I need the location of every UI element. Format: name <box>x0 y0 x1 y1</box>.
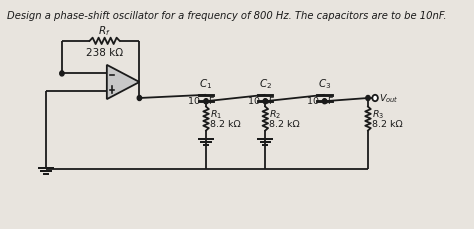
Circle shape <box>263 99 267 104</box>
Text: 10 nF: 10 nF <box>247 96 274 105</box>
Circle shape <box>60 72 64 77</box>
Text: $C_2$: $C_2$ <box>259 77 272 90</box>
Text: $C_3$: $C_3$ <box>318 77 331 90</box>
Circle shape <box>204 99 208 104</box>
Text: $C_1$: $C_1$ <box>200 77 213 90</box>
Circle shape <box>322 99 327 104</box>
Text: $R_3$: $R_3$ <box>372 108 384 121</box>
Circle shape <box>137 96 142 101</box>
Text: $R_1$: $R_1$ <box>210 108 222 121</box>
Text: 8.2 kΩ: 8.2 kΩ <box>269 119 300 128</box>
Text: $R_2$: $R_2$ <box>269 108 282 121</box>
Text: 8.2 kΩ: 8.2 kΩ <box>372 119 403 128</box>
Text: $R_f$: $R_f$ <box>98 24 111 38</box>
Text: 10 nF: 10 nF <box>188 96 215 105</box>
Text: 238 kΩ: 238 kΩ <box>86 48 123 57</box>
Text: 10 nF: 10 nF <box>307 96 333 105</box>
Text: $V_{out}$: $V_{out}$ <box>379 92 399 105</box>
Polygon shape <box>107 65 139 100</box>
Circle shape <box>366 96 370 101</box>
Text: Design a phase-shift oscillator for a frequency of 800 Hz. The capacitors are to: Design a phase-shift oscillator for a fr… <box>7 11 446 21</box>
Text: 8.2 kΩ: 8.2 kΩ <box>210 119 241 128</box>
Circle shape <box>373 95 378 102</box>
